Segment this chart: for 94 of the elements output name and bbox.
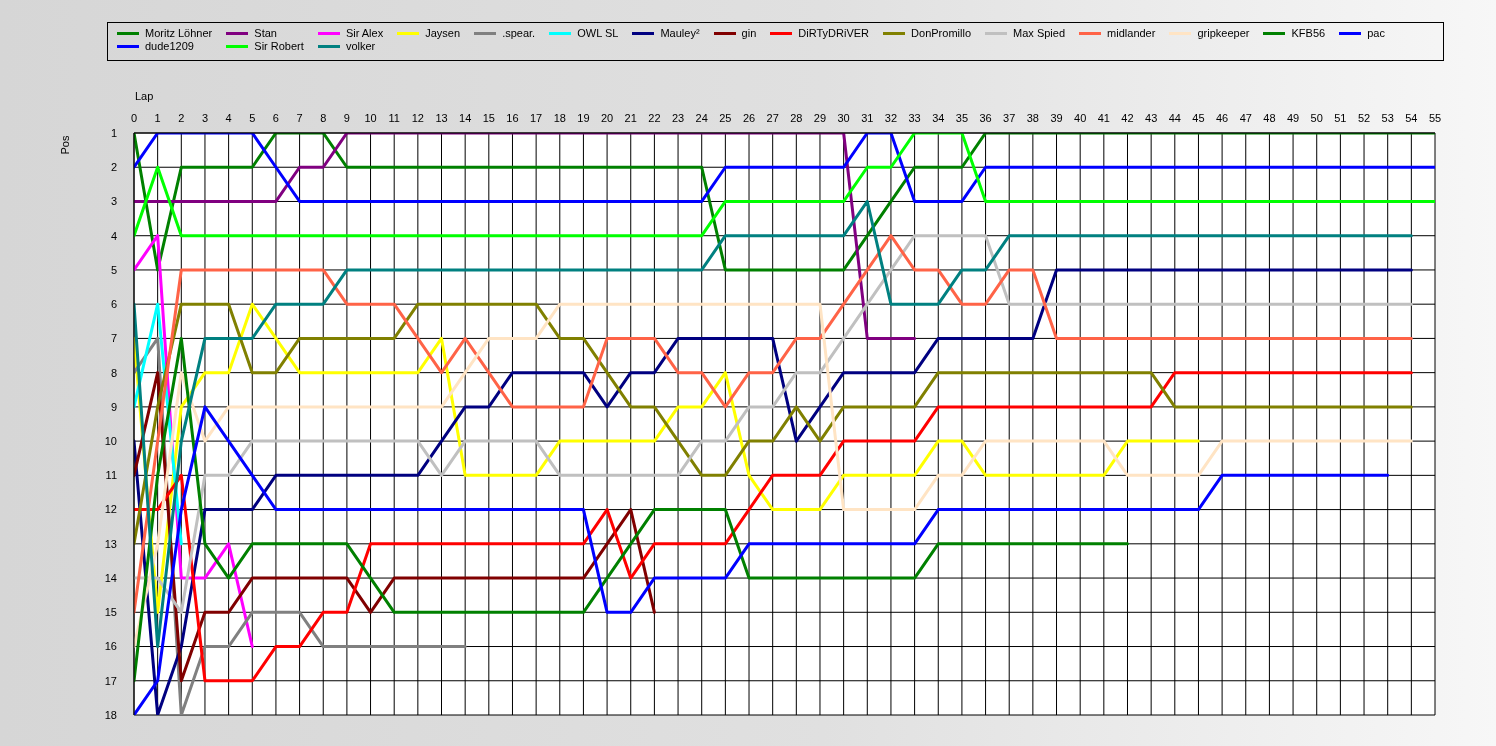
x-tick-label: 1	[154, 112, 161, 124]
x-tick-label: 50	[1310, 112, 1323, 124]
x-tick-label: 31	[861, 112, 874, 124]
x-tick-label: 7	[296, 112, 303, 124]
x-tick-label: 28	[790, 112, 803, 124]
legend-label: Max Spied	[1013, 27, 1066, 39]
x-tick-label: 54	[1405, 112, 1418, 124]
x-tick-label: 49	[1286, 112, 1300, 124]
y-tick-label: 14	[104, 571, 117, 584]
x-tick-label: 47	[1239, 112, 1252, 124]
x-tick-label: 21	[624, 112, 637, 124]
x-tick-label: 13	[435, 112, 448, 124]
x-tick-label: 29	[813, 112, 827, 124]
legend-label: gripkeeper	[1197, 27, 1250, 39]
legend-label: Sir Robert	[254, 40, 304, 52]
x-tick-label: 17	[530, 112, 543, 124]
legend-label: DiRTyDRiVER	[798, 27, 870, 39]
legend-label: volker	[345, 40, 376, 52]
x-tick-label: 35	[955, 112, 969, 124]
legend-label: dude1209	[145, 40, 194, 52]
x-tick-label: 16	[506, 112, 519, 124]
x-tick-label: 20	[600, 112, 614, 124]
x-tick-label: 32	[884, 112, 898, 124]
x-tick-label: 23	[671, 112, 685, 124]
x-tick-label: 11	[388, 112, 400, 124]
y-tick-label: 17	[104, 674, 117, 687]
y-tick-label: 15	[104, 606, 117, 619]
x-tick-label: 37	[1003, 112, 1016, 124]
y-tick-label: 11	[105, 469, 117, 482]
x-tick-label: 25	[719, 112, 732, 124]
y-tick-label: 8	[110, 366, 117, 379]
x-tick-label: 10	[364, 112, 377, 124]
x-tick-label: 46	[1215, 112, 1229, 124]
x-tick-label: 43	[1145, 112, 1158, 124]
legend-label: gin	[741, 27, 757, 39]
y-tick-label: 3	[110, 195, 117, 208]
x-tick-label: 24	[695, 112, 708, 124]
legend-label: .spear.	[502, 27, 536, 39]
x-tick-label: 39	[1050, 112, 1063, 124]
x-tick-label: 38	[1026, 112, 1039, 124]
y-tick-label: 12	[104, 503, 117, 516]
legend-label: DonPromillo	[911, 27, 972, 39]
x-tick-label: 9	[343, 112, 350, 124]
x-tick-label: 30	[837, 112, 850, 124]
legend-label: Mauley²	[660, 27, 700, 39]
x-tick-label: 53	[1381, 112, 1394, 124]
legend-label: Moritz Löhner	[145, 27, 213, 39]
legend-label: Sir Alex	[345, 27, 384, 39]
x-tick-label: 8	[320, 112, 327, 124]
x-tick-label: 0	[130, 112, 138, 124]
x-tick-label: 41	[1097, 112, 1110, 124]
x-tick-label: 22	[648, 112, 661, 124]
x-tick-label: 48	[1263, 112, 1276, 124]
legend-label: OWL SL	[577, 27, 619, 39]
x-tick-label: 55	[1428, 112, 1442, 124]
x-tick-label: 27	[766, 112, 779, 124]
x-tick-label: 14	[459, 112, 472, 124]
y-axis-title: Pos	[59, 135, 71, 155]
x-tick-label: 6	[272, 112, 279, 124]
x-tick-label: 42	[1121, 112, 1134, 124]
x-tick-label: 52	[1357, 112, 1371, 124]
x-tick-label: 12	[411, 112, 424, 124]
x-tick-label: 19	[577, 112, 590, 124]
y-tick-label: 5	[110, 263, 117, 276]
legend-label: KFB56	[1291, 27, 1326, 39]
y-tick-label: 6	[110, 298, 117, 311]
x-tick-label: 34	[932, 112, 945, 124]
legend-label: Stan	[254, 27, 277, 39]
x-tick-label: 26	[742, 112, 756, 124]
x-tick-label: 33	[908, 112, 921, 124]
x-tick-label: 3	[201, 112, 209, 124]
legend-label: midlander	[1107, 27, 1156, 39]
x-tick-label: 51	[1334, 112, 1347, 124]
y-tick-label: 13	[104, 537, 117, 550]
x-tick-label: 40	[1074, 112, 1087, 124]
y-tick-label: 16	[104, 640, 117, 653]
x-tick-label: 2	[178, 112, 185, 124]
x-axis-title: Lap	[135, 90, 154, 102]
y-tick-label: 4	[110, 229, 117, 242]
y-tick-label: 9	[110, 400, 117, 413]
x-tick-label: 5	[249, 112, 256, 124]
x-tick-label: 45	[1192, 112, 1205, 124]
x-tick-label: 4	[225, 112, 232, 124]
legend-label: Jaysen	[425, 27, 461, 39]
y-tick-label: 10	[104, 435, 117, 448]
x-tick-label: 36	[979, 112, 992, 124]
y-tick-label: 18	[104, 708, 117, 721]
legend-label: pac	[1367, 27, 1385, 39]
y-tick-label: 7	[110, 332, 117, 345]
y-tick-label: 2	[110, 161, 117, 174]
x-tick-label: 18	[553, 112, 566, 124]
x-tick-label: 44	[1168, 112, 1181, 124]
x-tick-label: 15	[482, 112, 495, 124]
y-tick-label: 1	[110, 126, 117, 139]
